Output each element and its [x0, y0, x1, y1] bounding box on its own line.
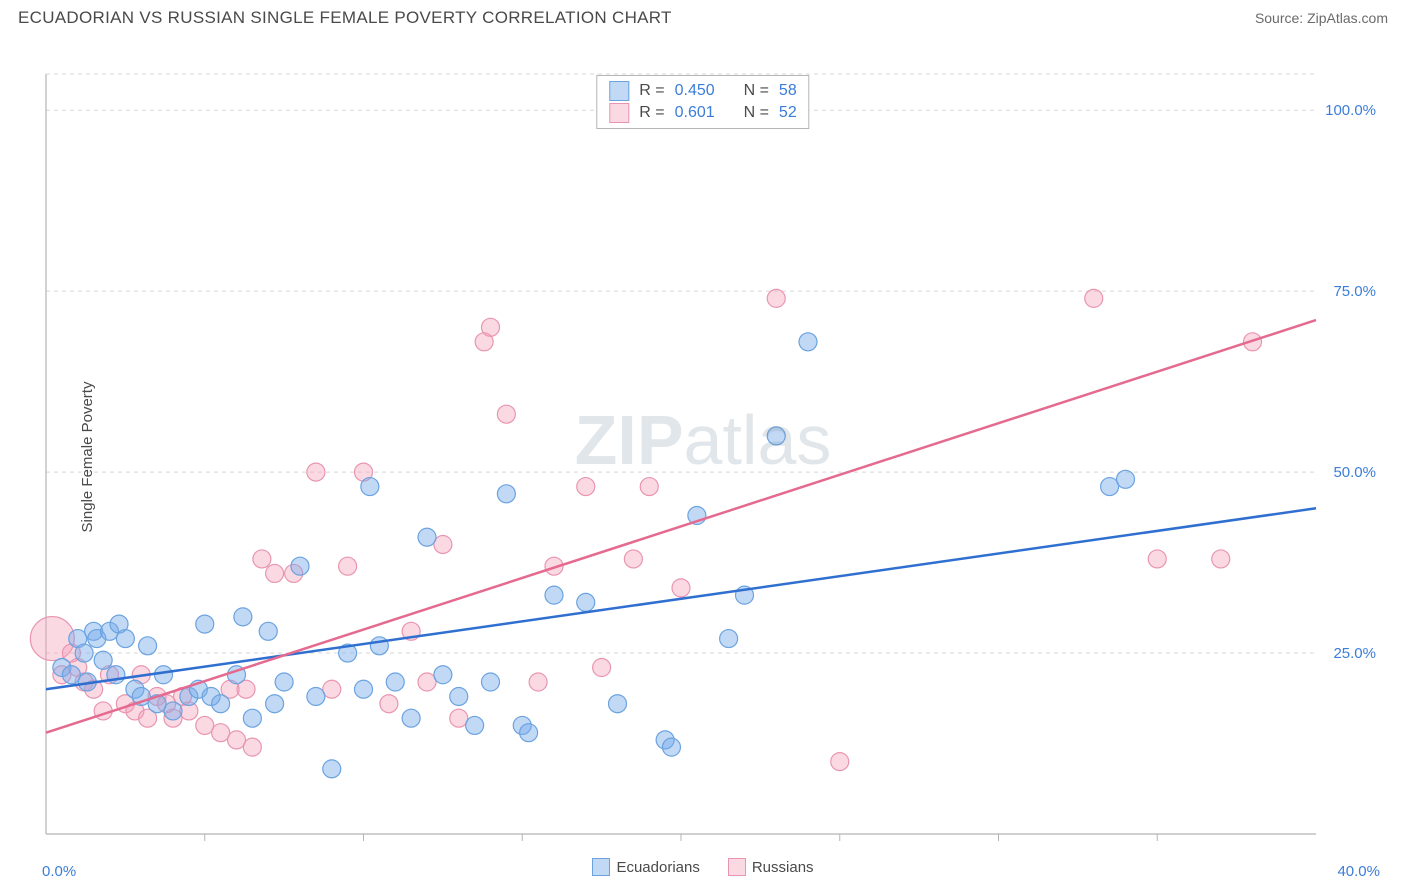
svg-text:25.0%: 25.0% [1333, 645, 1376, 662]
pink-swatch [728, 858, 746, 876]
pink-swatch [609, 103, 629, 123]
stat-row: R =0.601 N =52 [609, 102, 796, 124]
chart-title: ECUADORIAN VS RUSSIAN SINGLE FEMALE POVE… [18, 8, 672, 28]
source-label: Source: ZipAtlas.com [1255, 10, 1388, 26]
legend-item-russians: Russians [728, 858, 814, 876]
svg-text:75.0%: 75.0% [1333, 283, 1376, 300]
bottom-legend: Ecuadorians Russians [0, 852, 1406, 882]
scatter-chart: 25.0% 50.0% 75.0% 100.0% [0, 32, 1406, 882]
blue-swatch [609, 81, 629, 101]
stat-row: R =0.450 N =58 [609, 80, 796, 102]
stat-legend: R =0.450 N =58R =0.601 N =52 [596, 75, 809, 129]
chart-container: Single Female Poverty 25.0% 50.0% 75.0% 100… [0, 32, 1406, 882]
svg-text:50.0%: 50.0% [1333, 464, 1376, 481]
legend-item-ecuadorians: Ecuadorians [592, 858, 699, 876]
svg-text:100.0%: 100.0% [1325, 102, 1376, 119]
blue-swatch [592, 858, 610, 876]
y-axis-label: Single Female Poverty [79, 382, 96, 533]
legend-label: Russians [752, 859, 814, 876]
legend-label: Ecuadorians [616, 859, 699, 876]
